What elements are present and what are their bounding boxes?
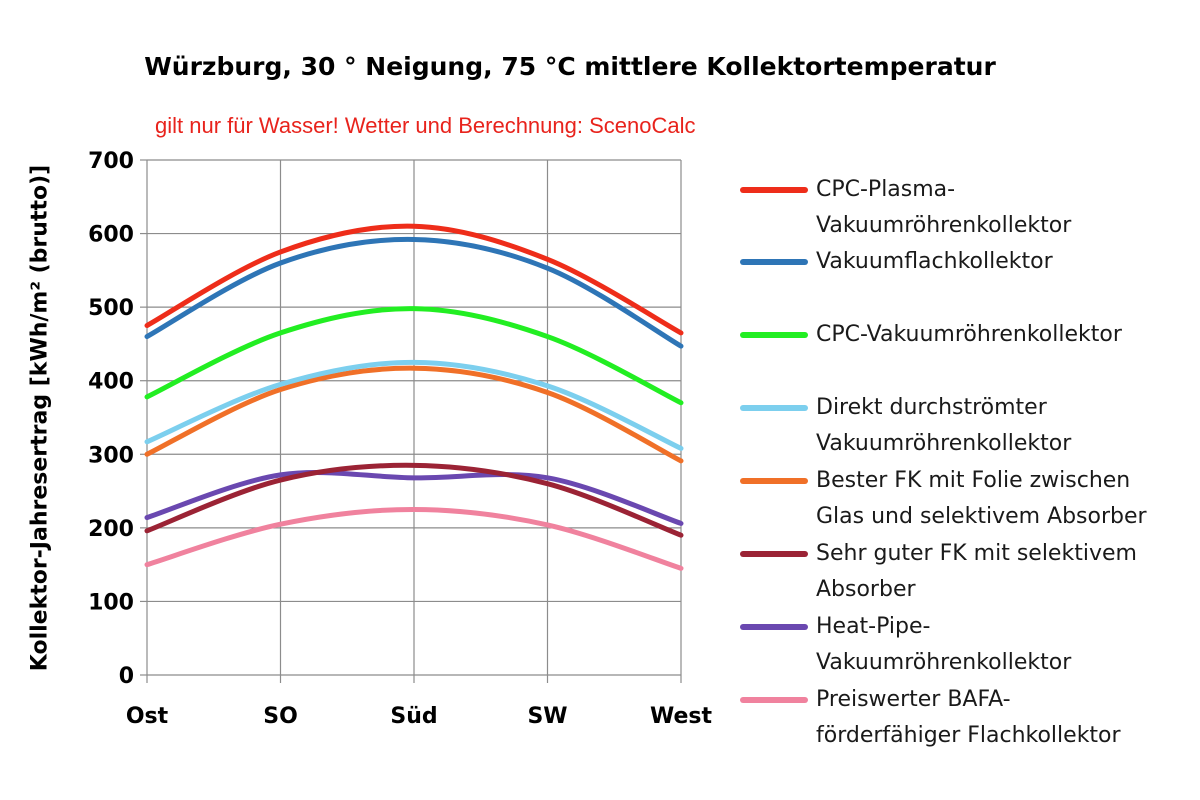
series-line bbox=[144, 506, 684, 571]
y-tick-label: 0 bbox=[119, 664, 134, 689]
y-tick-label: 500 bbox=[88, 296, 134, 321]
chart-title: Würzburg, 30 ° Neigung, 75 °C mittlere K… bbox=[144, 52, 996, 81]
legend-swatch bbox=[740, 697, 808, 703]
y-tick-label: 100 bbox=[88, 590, 134, 615]
x-tick-label: Ost bbox=[126, 704, 169, 729]
grid bbox=[140, 159, 682, 683]
x-tick-label: West bbox=[650, 704, 712, 729]
series-line bbox=[144, 365, 684, 464]
legend-label: Sehr guter FK mit selektivem Absorber bbox=[816, 541, 1137, 602]
legend-swatch bbox=[740, 478, 808, 484]
y-tick-label: 200 bbox=[88, 517, 134, 542]
legend-label: CPC-Vakuumröhrenkollektor bbox=[816, 322, 1122, 347]
series-line bbox=[144, 236, 684, 349]
legend-swatch bbox=[740, 551, 808, 557]
series-line bbox=[144, 462, 684, 538]
series-line bbox=[144, 469, 684, 526]
legend-swatch bbox=[740, 187, 808, 193]
series-lines bbox=[144, 223, 684, 571]
chart-subtitle: gilt nur für Wasser! Wetter und Berechnu… bbox=[155, 113, 696, 138]
legend-swatch bbox=[740, 259, 808, 265]
x-tick-label: Süd bbox=[390, 704, 437, 729]
legend-swatch bbox=[740, 405, 808, 411]
legend-label: Bester FK mit Folie zwischen Glas und sel… bbox=[816, 468, 1147, 529]
y-tick-label: 400 bbox=[88, 370, 134, 395]
x-tick-label: SO bbox=[263, 704, 298, 729]
legend-label: Vakuumflachkollektor bbox=[816, 249, 1053, 274]
legend-swatch bbox=[740, 624, 808, 630]
series-line bbox=[144, 223, 684, 336]
legend-label: Preiswerter BAFA-förderfähiger Flachkoll… bbox=[816, 687, 1121, 748]
legend-label: Direkt durchströmter Vakuumröhrenkollekto… bbox=[816, 395, 1072, 456]
legend-swatch bbox=[740, 332, 808, 338]
y-tick-label: 700 bbox=[88, 149, 134, 174]
y-tick-label: 300 bbox=[88, 443, 134, 468]
legend-label: CPC-Plasma- Vakuumröhrenkollektor bbox=[816, 177, 1072, 238]
series-line bbox=[144, 306, 684, 406]
legend-label: Heat-Pipe- Vakuumröhrenkollektor bbox=[816, 614, 1072, 675]
x-tick-label: SW bbox=[527, 704, 567, 729]
tick-labels: 0 100 200 300 400 500 600 700 Ost SO Süd SW West bbox=[88, 149, 712, 729]
series-line bbox=[144, 359, 684, 451]
y-tick-label: 600 bbox=[88, 223, 134, 248]
